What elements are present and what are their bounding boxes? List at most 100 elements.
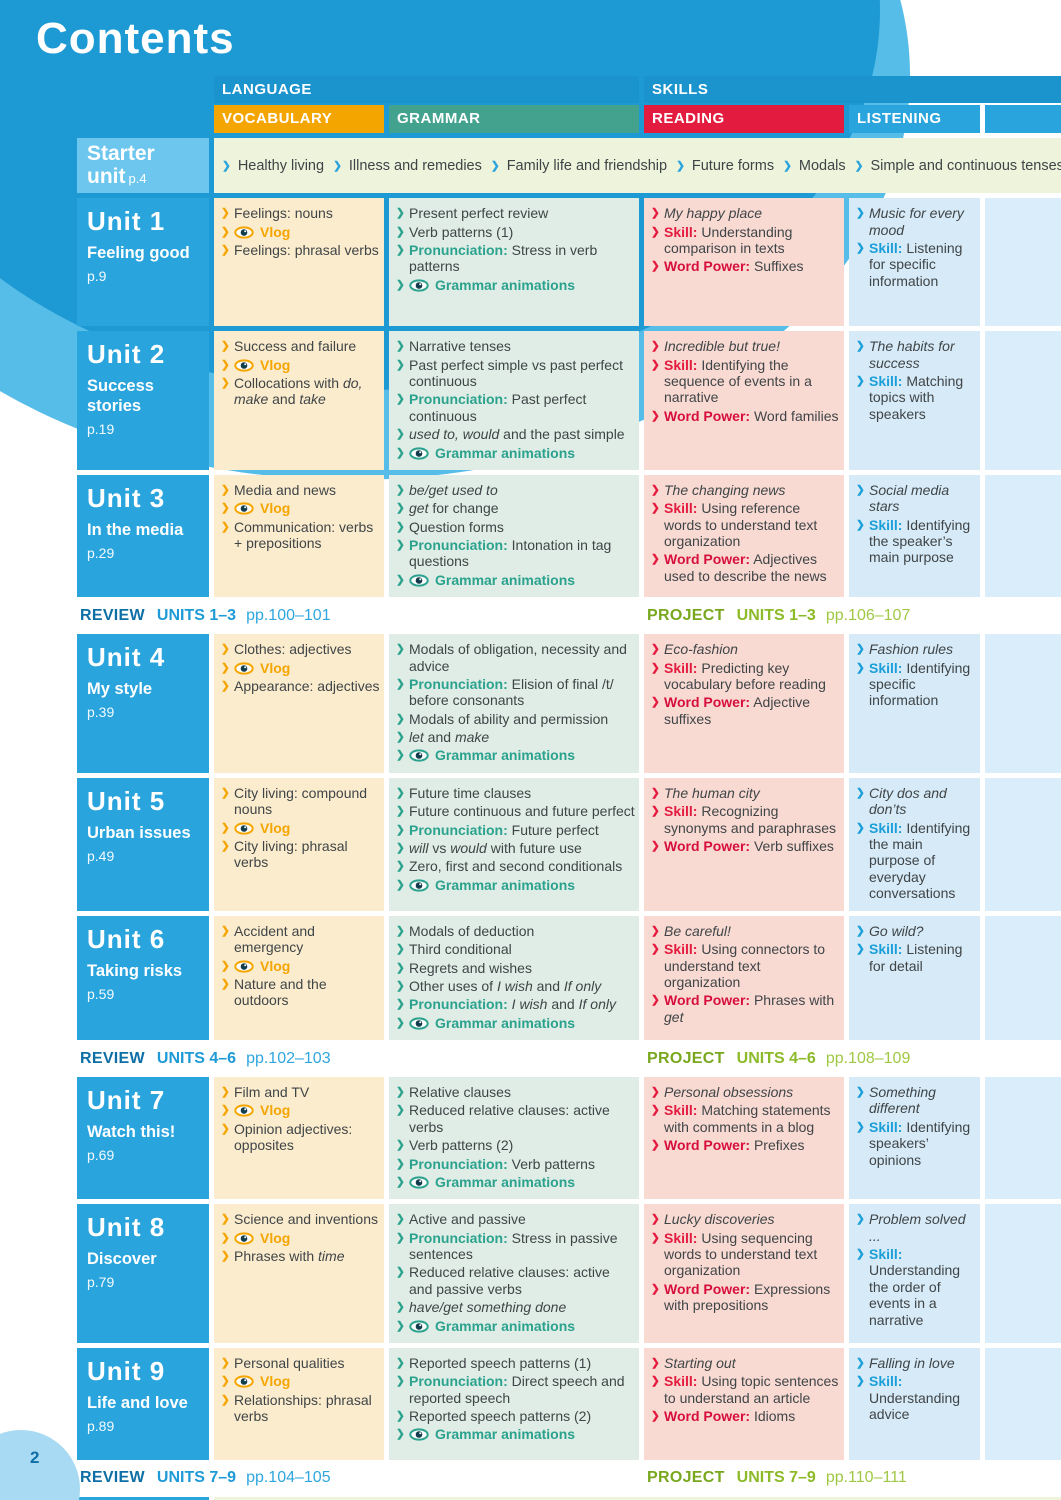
- eye-icon: [409, 749, 429, 763]
- unit-page-number: p.29: [87, 544, 115, 561]
- chevron-icon: ❯: [221, 959, 230, 972]
- toc-item: ❯ Skill: Listening for detail: [856, 941, 963, 974]
- anim-label: Grammar animations: [435, 747, 576, 764]
- toc-item: ❯ Relative clauses: [396, 1084, 511, 1101]
- reference-bar: EXAM PRACTICE UNITS 1–9 pp.118–126 LANGU…: [214, 1496, 1061, 1500]
- chevron-icon: ❯: [651, 1213, 660, 1226]
- toc-item: ❯ Skill: Using sequencing words to unders…: [651, 1229, 818, 1279]
- chevron-icon: ❯: [651, 1139, 660, 1152]
- grammar-column-header: GRAMMAR: [389, 105, 639, 133]
- chevron-icon: ❯: [396, 483, 405, 496]
- vlog-label: Vlog: [260, 1373, 291, 1390]
- toc-item: ❯ Past perfect simple vs past perfect con…: [396, 356, 623, 390]
- toc-item: ❯ Film and TV: [221, 1084, 310, 1101]
- review-units: UNITS 4–6: [156, 1049, 237, 1067]
- chevron-icon: ❯: [396, 786, 405, 799]
- toc-item: ❯ Skill: Identifying the sequence of even…: [651, 356, 812, 406]
- toc-item: ❯ Skill: Identifying the main purpose of …: [856, 819, 971, 902]
- toc-item: ❯ Future continuous and future perfect: [396, 803, 635, 820]
- chevron-icon: ❯: [856, 821, 865, 834]
- toc-item: ❯ Reported speech patterns (1): [396, 1354, 592, 1371]
- chevron-icon: ❯: [396, 961, 405, 974]
- chevron-icon: ❯: [856, 483, 865, 496]
- project-entry: PROJECT UNITS 1–3 pp.106–107: [644, 607, 1061, 625]
- project-pages: pp.110–111: [825, 1469, 907, 1487]
- toc-item: ❯ Reduced relative clauses: active and pa…: [396, 1264, 610, 1297]
- toc-item: ❯ Pronunciation: Stress in verb patterns: [396, 242, 598, 275]
- toc-item: ❯ Active and passive: [396, 1211, 526, 1228]
- starter-unit-row: Starter unit p.4 ❯ Healthy living ❯ Illness …: [77, 138, 1061, 194]
- vlog-label: Vlog: [260, 500, 291, 517]
- listening-cell: ❯ The habits for success ❯ Skill: Matching …: [849, 331, 980, 470]
- unit-number: Unit 2: [87, 339, 166, 370]
- toc-item: ❯ Future time clauses: [396, 784, 532, 801]
- reading-cell: ❯ Personal obsessions ❯ Skill: Matching sta…: [644, 1077, 844, 1200]
- reading-cell: ❯ The human city ❯ Skill: Recognizing synon…: [644, 777, 844, 911]
- reading-cell: ❯ My happy place ❯ Skill: Understanding com…: [644, 198, 844, 327]
- chevron-icon: ❯: [396, 749, 405, 762]
- reading-column-header: READING: [644, 105, 844, 133]
- unit-label-cell: Unit 8 Discover p.79: [77, 1204, 209, 1343]
- starter-page-number: p.4: [128, 170, 147, 186]
- chevron-icon: ❯: [396, 860, 405, 873]
- toc-item: ❯ Eco-fashion: [651, 641, 738, 658]
- units-area: Unit 1 Feeling good p.9 ❯ Feelings: nouns ❯ Vl…: [77, 198, 1061, 1492]
- reading-cell: ❯ Incredible but true! ❯ Skill: Identifying…: [644, 331, 844, 470]
- toc-item: ❯ Zero, first and second conditionals: [396, 858, 623, 875]
- chevron-icon: ❯: [651, 225, 660, 238]
- unit-title: Watch this!: [87, 1123, 176, 1142]
- unit-number: Unit 3: [87, 482, 166, 513]
- chevron-icon: ❯: [396, 712, 405, 725]
- vocabulary-cell: ❯ Clothes: adjectives ❯ Vlog ❯ Appearance: ad…: [214, 634, 384, 773]
- extra-cell: [985, 1347, 1061, 1460]
- chevron-icon: ❯: [651, 696, 660, 709]
- chevron-icon: ❯: [396, 979, 405, 992]
- vlog-item: ❯ Vlog: [221, 357, 380, 373]
- unit-title: Life and love: [87, 1393, 188, 1412]
- chevron-icon: ❯: [221, 643, 230, 656]
- column-header-row: VOCABULARY GRAMMAR READING LISTENING: [77, 105, 1061, 133]
- eye-icon: [409, 1017, 429, 1030]
- chevron-icon: ❯: [221, 1104, 230, 1117]
- chevron-icon: ❯: [651, 1086, 660, 1099]
- starter-topic: Family life and friendship: [506, 157, 668, 174]
- project-label: PROJECT: [647, 1049, 725, 1067]
- chevron-icon: ❯: [856, 1213, 865, 1226]
- toc-item: ❯ Accident and emergency: [221, 922, 315, 956]
- chevron-icon: ❯: [396, 358, 405, 371]
- chevron-icon: ❯: [396, 573, 405, 586]
- chevron-icon: ❯: [221, 1393, 230, 1406]
- anim-label: Grammar animations: [435, 571, 576, 588]
- unit-title: Success stories: [87, 377, 154, 416]
- toc-item: ❯ be/get used to: [396, 481, 498, 498]
- toc-item: ❯ Reported speech patterns (2): [396, 1408, 592, 1425]
- chevron-icon: ❯: [396, 1266, 405, 1279]
- chevron-icon: ❯: [856, 1086, 865, 1099]
- chevron-icon: ❯: [221, 483, 230, 496]
- toc-item: ❯ have/get something done: [396, 1299, 567, 1316]
- eye-icon: [409, 879, 429, 892]
- eye-icon: [234, 662, 254, 675]
- chevron-icon: ❯: [396, 225, 405, 238]
- chevron-icon: ❯: [651, 943, 660, 956]
- grammar-animations-item: ❯ Grammar animations: [396, 277, 635, 293]
- extra-cell: [985, 915, 1061, 1041]
- toc-item: ❯ Communication: verbs + prepositions: [221, 518, 374, 552]
- toc-item: ❯ let and make: [396, 729, 490, 746]
- chevron-icon: ❯: [396, 943, 405, 956]
- review-label: REVIEW: [80, 1469, 145, 1487]
- listening-cell: ❯ Something different ❯ Skill: Identifying …: [849, 1077, 980, 1200]
- chevron-icon: ❯: [396, 278, 405, 291]
- anim-label: Grammar animations: [435, 1317, 576, 1334]
- project-label: PROJECT: [647, 1469, 725, 1487]
- grammar-animations-item: ❯ Grammar animations: [396, 1426, 635, 1442]
- chevron-icon: ❯: [396, 1428, 405, 1441]
- toc-item: ❯ Go wild?: [856, 922, 924, 939]
- chevron-icon: ❯: [222, 159, 231, 172]
- listening-cell: ❯ Problem solved ... ❯ Skill: Understanding…: [849, 1204, 980, 1343]
- chevron-icon: ❯: [396, 1175, 405, 1188]
- toc-item: ❯ Skill: Using connectors to understand t…: [651, 941, 826, 990]
- chevron-icon: ❯: [856, 375, 865, 388]
- unit-page-number: p.19: [87, 420, 115, 437]
